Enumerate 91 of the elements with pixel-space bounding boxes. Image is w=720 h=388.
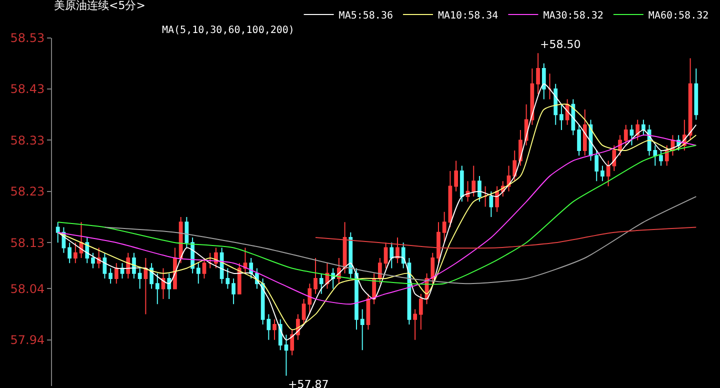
candlestick bbox=[594, 150, 599, 182]
candlestick bbox=[360, 308, 364, 351]
candlestick bbox=[243, 247, 248, 274]
annotation: +57.87 bbox=[288, 378, 329, 388]
y-tick-label: 58.43 bbox=[10, 82, 45, 96]
line-series bbox=[57, 134, 697, 305]
candlestick bbox=[554, 83, 558, 126]
candlestick bbox=[144, 257, 148, 315]
y-tick-label: 57.94 bbox=[10, 333, 45, 348]
candlestick bbox=[489, 190, 494, 218]
candlestick bbox=[636, 119, 640, 141]
annotation: +58.50 bbox=[540, 38, 581, 51]
candlestick bbox=[167, 272, 172, 300]
candlestick bbox=[308, 283, 312, 315]
candlestick bbox=[694, 68, 698, 120]
candlestick bbox=[120, 262, 124, 279]
candlestick bbox=[232, 278, 236, 305]
candlestick bbox=[600, 165, 604, 182]
candlestick bbox=[73, 242, 78, 264]
candlestick bbox=[606, 160, 610, 187]
candlestick bbox=[396, 237, 400, 264]
candlestick bbox=[102, 252, 107, 279]
candlestick bbox=[430, 252, 435, 284]
candlestick bbox=[196, 262, 200, 284]
candlestick bbox=[138, 268, 142, 290]
candlestick bbox=[512, 150, 517, 182]
line-series bbox=[57, 144, 697, 285]
candlestick bbox=[577, 124, 581, 156]
legend-label: MA30:58.32 bbox=[543, 10, 604, 22]
candlestick bbox=[237, 262, 242, 294]
text: MA(5,10,30,60,100,200) bbox=[162, 25, 294, 36]
candlestick bbox=[290, 329, 294, 356]
candlestick bbox=[454, 160, 458, 192]
candlestick bbox=[91, 252, 95, 269]
candlestick bbox=[642, 119, 646, 136]
candlestick bbox=[178, 216, 183, 264]
candlestick bbox=[155, 272, 160, 305]
candlestick bbox=[688, 58, 692, 141]
candlestick bbox=[378, 257, 382, 284]
candlestick bbox=[272, 318, 276, 340]
candlestick bbox=[384, 242, 388, 269]
candlestick bbox=[114, 262, 118, 284]
candlestick bbox=[390, 242, 394, 269]
candlestick bbox=[348, 232, 353, 279]
candlestick bbox=[401, 242, 406, 269]
candlestick bbox=[478, 176, 482, 202]
legend-label: MA10:58.34 bbox=[438, 10, 498, 22]
candlestick bbox=[495, 186, 499, 212]
candlestick bbox=[448, 170, 452, 228]
candlestick bbox=[571, 98, 576, 136]
candlestick bbox=[612, 144, 616, 172]
candlestick bbox=[418, 293, 423, 330]
candlestick bbox=[483, 186, 488, 208]
candlestick bbox=[108, 268, 112, 284]
candlestick bbox=[659, 150, 663, 166]
candlestick bbox=[319, 272, 324, 294]
candlestick bbox=[630, 124, 634, 146]
candlestick bbox=[56, 222, 60, 244]
candlestick bbox=[436, 222, 440, 264]
candlestick bbox=[413, 308, 417, 340]
candlestick bbox=[342, 222, 347, 274]
y-tick-label: 58.04 bbox=[10, 282, 45, 296]
candlestick bbox=[460, 165, 464, 202]
y-tick-label: 58.23 bbox=[10, 184, 45, 199]
line-series bbox=[104, 196, 697, 284]
legend-label: MA60:58.32 bbox=[648, 10, 709, 22]
candlestick bbox=[442, 211, 446, 244]
y-tick-label: 58.13 bbox=[10, 236, 45, 250]
candlestick bbox=[542, 62, 546, 100]
candlestick bbox=[161, 268, 166, 300]
candlestick bbox=[202, 257, 206, 279]
candlestick bbox=[79, 222, 84, 258]
candlestick bbox=[548, 73, 552, 100]
candlestick bbox=[302, 298, 306, 326]
candlestick bbox=[560, 104, 564, 130]
legend-label: MA5:58.36 bbox=[338, 10, 393, 22]
candlestick bbox=[284, 334, 288, 376]
candlestick bbox=[472, 165, 476, 198]
candlestick bbox=[184, 216, 189, 248]
candlestick bbox=[536, 52, 540, 95]
y-tick-label: 58.53 bbox=[10, 31, 45, 45]
candlestick bbox=[653, 144, 658, 166]
candlestick bbox=[96, 247, 101, 269]
candlestick bbox=[68, 242, 72, 264]
candlestick bbox=[314, 257, 318, 294]
candlestick bbox=[624, 124, 628, 146]
line-series bbox=[315, 226, 697, 249]
candlestick bbox=[664, 144, 669, 166]
y-tick-label: 58.33 bbox=[10, 133, 45, 148]
candlestick bbox=[354, 268, 358, 330]
candlestick bbox=[582, 108, 587, 156]
